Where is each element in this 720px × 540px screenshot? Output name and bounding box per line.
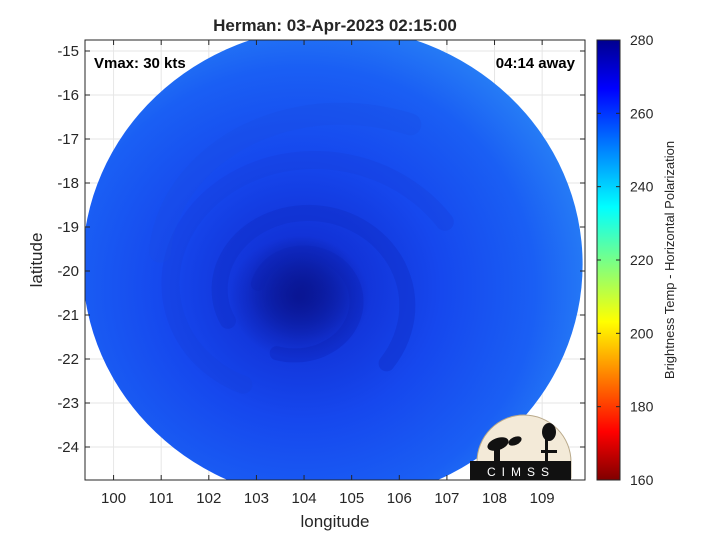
vmax-annotation: Vmax: 30 kts (94, 55, 186, 72)
y-tick-label: -17 (57, 131, 79, 148)
y-tick-label: -21 (57, 307, 79, 324)
x-tick-label: 100 (101, 490, 126, 507)
logo-text: CIMSS (487, 465, 555, 479)
colorbar-tick-label: 220 (630, 252, 654, 268)
colorbar-tick-label: 160 (630, 472, 654, 488)
y-tick-label: -18 (57, 175, 79, 192)
y-tick-label: -23 (57, 395, 79, 412)
y-ticks: -15 -16 -17 -18 -19 -20 -21 -22 -23 -24 (57, 43, 585, 456)
storm-center-dark-region (229, 235, 370, 360)
colorbar-tick-label: 180 (630, 399, 654, 415)
y-tick-label: -20 (57, 263, 79, 280)
x-tick-label: 108 (482, 490, 507, 507)
x-tick-label: 107 (434, 490, 459, 507)
y-tick-label: -19 (57, 219, 79, 236)
colorbar-tick-label: 200 (630, 325, 654, 341)
x-tick-label: 103 (244, 490, 269, 507)
y-axis-label: latitude (27, 233, 46, 288)
x-tick-label: 104 (292, 490, 317, 507)
y-tick-label: -22 (57, 351, 79, 368)
chart-title: Herman: 03-Apr-2023 02:15:00 (213, 16, 457, 35)
x-tick-label: 106 (387, 490, 412, 507)
x-axis-label: longitude (300, 512, 369, 531)
y-tick-label: -16 (57, 87, 79, 104)
spiral-band (149, 102, 422, 263)
colorbar-label: Brightness Temp - Horizontal Polarizatio… (662, 141, 677, 379)
x-tick-label: 101 (149, 490, 174, 507)
x-tick-label: 102 (196, 490, 221, 507)
colorbar: 280 260 240 220 200 180 160 Brightness Temp - … (596, 32, 677, 488)
satellite-swath (85, 40, 583, 480)
x-tick-label: 109 (530, 490, 555, 507)
x-tick-label: 105 (339, 490, 364, 507)
colorbar-tick-label: 240 (630, 179, 654, 195)
cimss-logo: CIMSS (470, 414, 572, 480)
colorbar-tick-label: 280 (630, 32, 654, 48)
colorbar-tick-label: 260 (630, 105, 654, 121)
axes-frame (84, 39, 586, 481)
y-tick-label: -15 (57, 43, 79, 60)
x-ticks: 100 101 102 103 104 105 106 107 108 109 (101, 40, 555, 507)
colorbar-ticks: 280 260 240 220 200 180 160 (597, 32, 654, 488)
time-away-annotation: 04:14 away (496, 55, 576, 72)
y-tick-label: -24 (57, 439, 79, 456)
spiral-band (211, 204, 416, 372)
spiral-band (161, 151, 454, 394)
